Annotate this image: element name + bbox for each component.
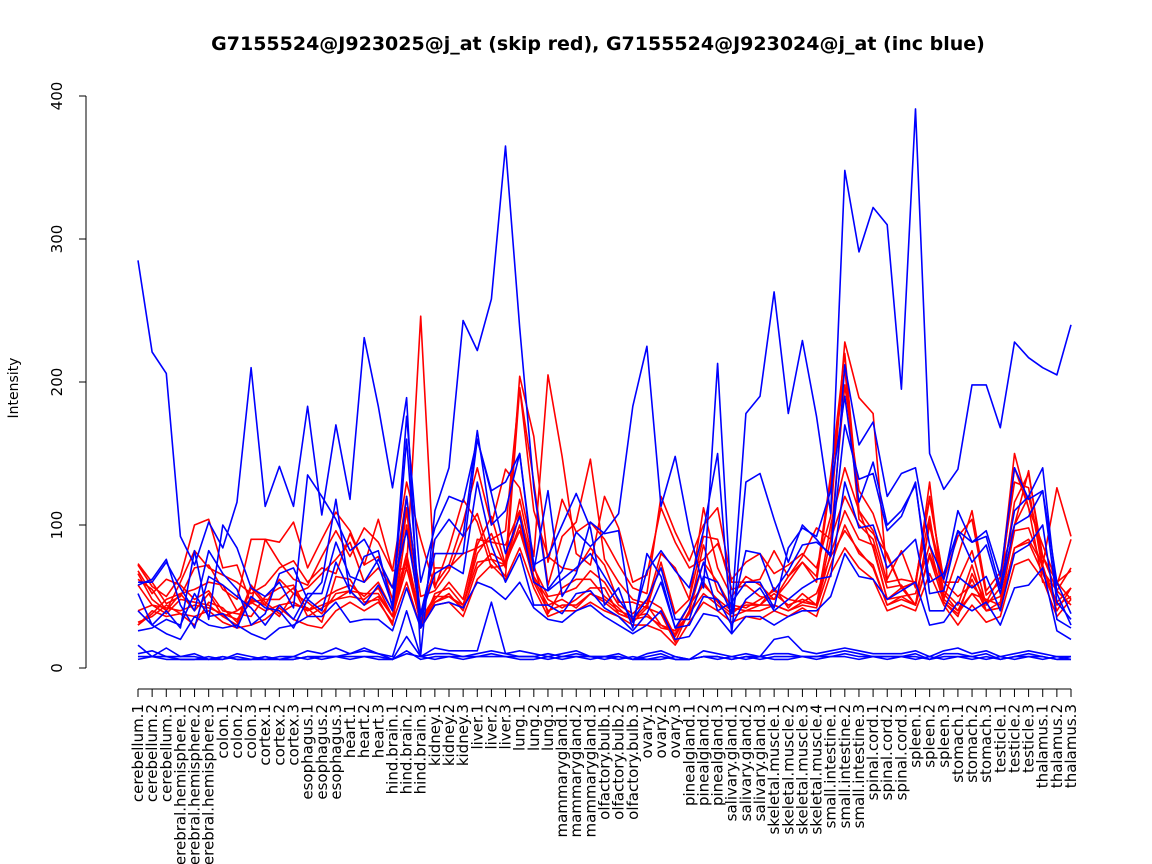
- x-tick-label: olfactory.bulb.1: [596, 704, 614, 820]
- y-tick-label: 100: [48, 511, 66, 540]
- x-tick-label: pinealgland.1: [680, 704, 698, 806]
- x-tick-label: ovary.3: [666, 704, 684, 758]
- x-tick-label: small.intestine.3: [850, 704, 868, 828]
- x-tick-label: hind.brain.3: [412, 704, 430, 794]
- x-tick-label: cerebellum.1: [129, 704, 147, 802]
- x-tick-label: spleen.2: [921, 704, 939, 768]
- x-tick-label: spinal.cord.1: [864, 704, 882, 800]
- x-tick-label: testicle.1: [991, 704, 1009, 773]
- y-axis-label: Intensity: [6, 358, 22, 419]
- x-tick-label: skeletal.muscle.4: [808, 704, 826, 835]
- x-tick-label: colon.3: [242, 704, 260, 759]
- chart-title: G7155524@J923025@j_at (skip red), G71555…: [211, 33, 985, 55]
- x-tick-label: spinal.cord.2: [878, 704, 896, 800]
- x-tick-label: pinealgland.2: [694, 704, 712, 806]
- x-tick-label: skeletal.muscle.1: [765, 704, 783, 835]
- series-line-skip-1: [137, 315, 1072, 605]
- x-tick-label: esophagus.2: [313, 704, 331, 800]
- series-line-inc-11: [137, 108, 1072, 656]
- x-tick-label: cerebellum.2: [143, 704, 161, 802]
- x-tick-label: colon.1: [214, 704, 232, 759]
- x-tick-label: olfactory.bulb.2: [610, 704, 628, 820]
- x-tick-label: esophagus.3: [327, 704, 345, 800]
- x-tick-label: thalamus.2: [1048, 704, 1066, 788]
- x-tick-label: cortex.2: [270, 704, 288, 766]
- y-tick-label: 200: [48, 368, 66, 397]
- series-line-inc-20: [137, 552, 1072, 641]
- x-tick-label: hind.brain.2: [398, 704, 416, 794]
- y-tick-label: 400: [48, 82, 66, 111]
- y-axis: 0 100 200 300 400: [48, 82, 87, 673]
- x-tick-label: stomach.3: [977, 704, 995, 783]
- x-tick-label: lung.1: [511, 704, 529, 751]
- x-tick-label: stomach.2: [963, 704, 981, 783]
- series-line-inc-18: [138, 649, 1071, 661]
- x-tick-label: liver.1: [468, 704, 486, 750]
- x-tick-label: mammarygland.3: [581, 704, 599, 837]
- series-layer: [137, 108, 1072, 661]
- x-tick-label: spleen.3: [935, 704, 953, 768]
- x-tick-label: hind.brain.1: [383, 704, 401, 794]
- x-tick-label: salivary.gland.3: [751, 704, 769, 821]
- x-tick-label: testicle.3: [1020, 704, 1038, 773]
- x-tick-label: esophagus.1: [299, 704, 317, 800]
- x-tick-label: lung.3: [539, 704, 557, 751]
- x-tick-label: cerebral.hemisphere.3: [200, 704, 218, 864]
- x-tick-label: testicle.2: [1005, 704, 1023, 773]
- x-tick-label: cortex.3: [285, 704, 303, 766]
- x-tick-label: cerebral.hemisphere.1: [171, 704, 189, 864]
- series-line-inc-12: [137, 363, 1072, 635]
- series-line-inc-15: [137, 481, 1072, 632]
- x-tick-label: kidney.3: [454, 704, 472, 766]
- x-tick-label: cerebral.hemisphere.2: [186, 704, 204, 864]
- x-tick-label: small.intestine.1: [822, 704, 840, 828]
- x-tick-label: kidney.1: [426, 704, 444, 766]
- x-tick-label: heart.3: [369, 704, 387, 758]
- x-tick-label: ovary.1: [638, 704, 656, 758]
- x-tick-label: spleen.1: [907, 704, 925, 768]
- x-tick-label: stomach.1: [949, 704, 967, 783]
- x-tick-label: heart.2: [355, 704, 373, 758]
- x-tick-label: lung.2: [525, 704, 543, 751]
- x-axis: cerebellum.1cerebellum.2cerebellum.3cere…: [129, 688, 1080, 864]
- series-line-inc-19: [137, 652, 1071, 661]
- x-tick-label: ovary.2: [652, 704, 670, 758]
- x-tick-label: thalamus.1: [1034, 704, 1052, 788]
- y-tick-label: 300: [48, 225, 66, 254]
- x-tick-label: liver.3: [497, 704, 515, 750]
- x-tick-label: liver.2: [482, 704, 500, 750]
- x-tick-label: heart.1: [341, 704, 359, 758]
- x-tick-label: spinal.cord.3: [892, 704, 910, 800]
- x-tick-label: skeletal.muscle.3: [793, 704, 811, 835]
- x-tick-label: cerebellum.3: [157, 704, 175, 802]
- x-tick-label: mammarygland.1: [553, 704, 571, 837]
- x-tick-label: cortex.1: [256, 704, 274, 766]
- x-tick-label: salivary.gland.1: [723, 704, 741, 821]
- x-tick-label: small.intestine.2: [836, 704, 854, 828]
- series-line-skip-9: [137, 509, 1072, 632]
- x-tick-label: thalamus.3: [1062, 704, 1080, 788]
- x-tick-label: mammarygland.2: [567, 704, 585, 837]
- x-tick-label: colon.2: [228, 704, 246, 759]
- series-line-inc-14: [137, 424, 1072, 629]
- x-tick-label: pinealgland.3: [709, 704, 727, 806]
- x-tick-label: skeletal.muscle.2: [779, 704, 797, 835]
- y-tick-label: 0: [48, 663, 66, 673]
- x-tick-label: salivary.gland.2: [737, 704, 755, 821]
- x-tick-label: olfactory.bulb.3: [624, 704, 642, 820]
- x-tick-label: kidney.2: [440, 704, 458, 766]
- series-line-skip-3: [137, 352, 1072, 612]
